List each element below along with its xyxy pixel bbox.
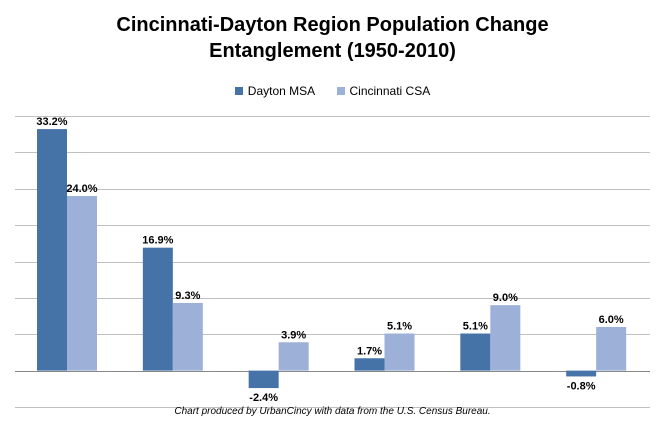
data-label: 5.1% (463, 321, 488, 333)
legend-label-cincinnati: Cincinnati CSA (349, 84, 431, 98)
legend-item-dayton: Dayton MSA (234, 84, 316, 98)
bar-dayton (460, 333, 491, 371)
data-label: -0.8% (567, 380, 596, 392)
bar-dayton (142, 247, 173, 371)
data-label: -2.4% (249, 392, 278, 404)
chart-title-line1: Cincinnati-Dayton Region Population Chan… (116, 14, 549, 36)
bar-cincinnati (596, 326, 627, 371)
data-label: 16.9% (142, 235, 173, 247)
data-label: 9.3% (175, 290, 200, 302)
bar-cincinnati (67, 196, 97, 371)
legend-item-cincinnati: Cincinnati CSA (336, 84, 431, 98)
bar-dayton (566, 370, 597, 377)
data-label: 6.0% (599, 314, 624, 326)
legend-label-dayton: Dayton MSA (247, 84, 316, 98)
bar-cincinnati (172, 302, 203, 371)
chart-caption: Chart produced by UrbanCincy with data f… (174, 406, 491, 417)
legend-swatch-dayton (234, 87, 243, 95)
data-label: 24.0% (66, 183, 97, 195)
data-label: 3.9% (281, 329, 306, 341)
bar-dayton (248, 370, 279, 389)
chart-title-line2: Entanglement (1950-2010) (209, 40, 456, 62)
bar-dayton (354, 358, 385, 371)
bar-cincinnati (490, 305, 521, 371)
data-label: 9.0% (493, 292, 518, 304)
data-label: 33.2% (36, 116, 67, 128)
chart-legend: Dayton MSA Cincinnati CSA (0, 84, 665, 98)
bar-cincinnati (384, 333, 415, 371)
legend-swatch-cincinnati (336, 87, 345, 95)
data-label: 5.1% (387, 321, 412, 333)
bar-dayton (37, 129, 67, 371)
bar-cincinnati (278, 342, 309, 371)
data-label: 1.7% (357, 345, 382, 357)
